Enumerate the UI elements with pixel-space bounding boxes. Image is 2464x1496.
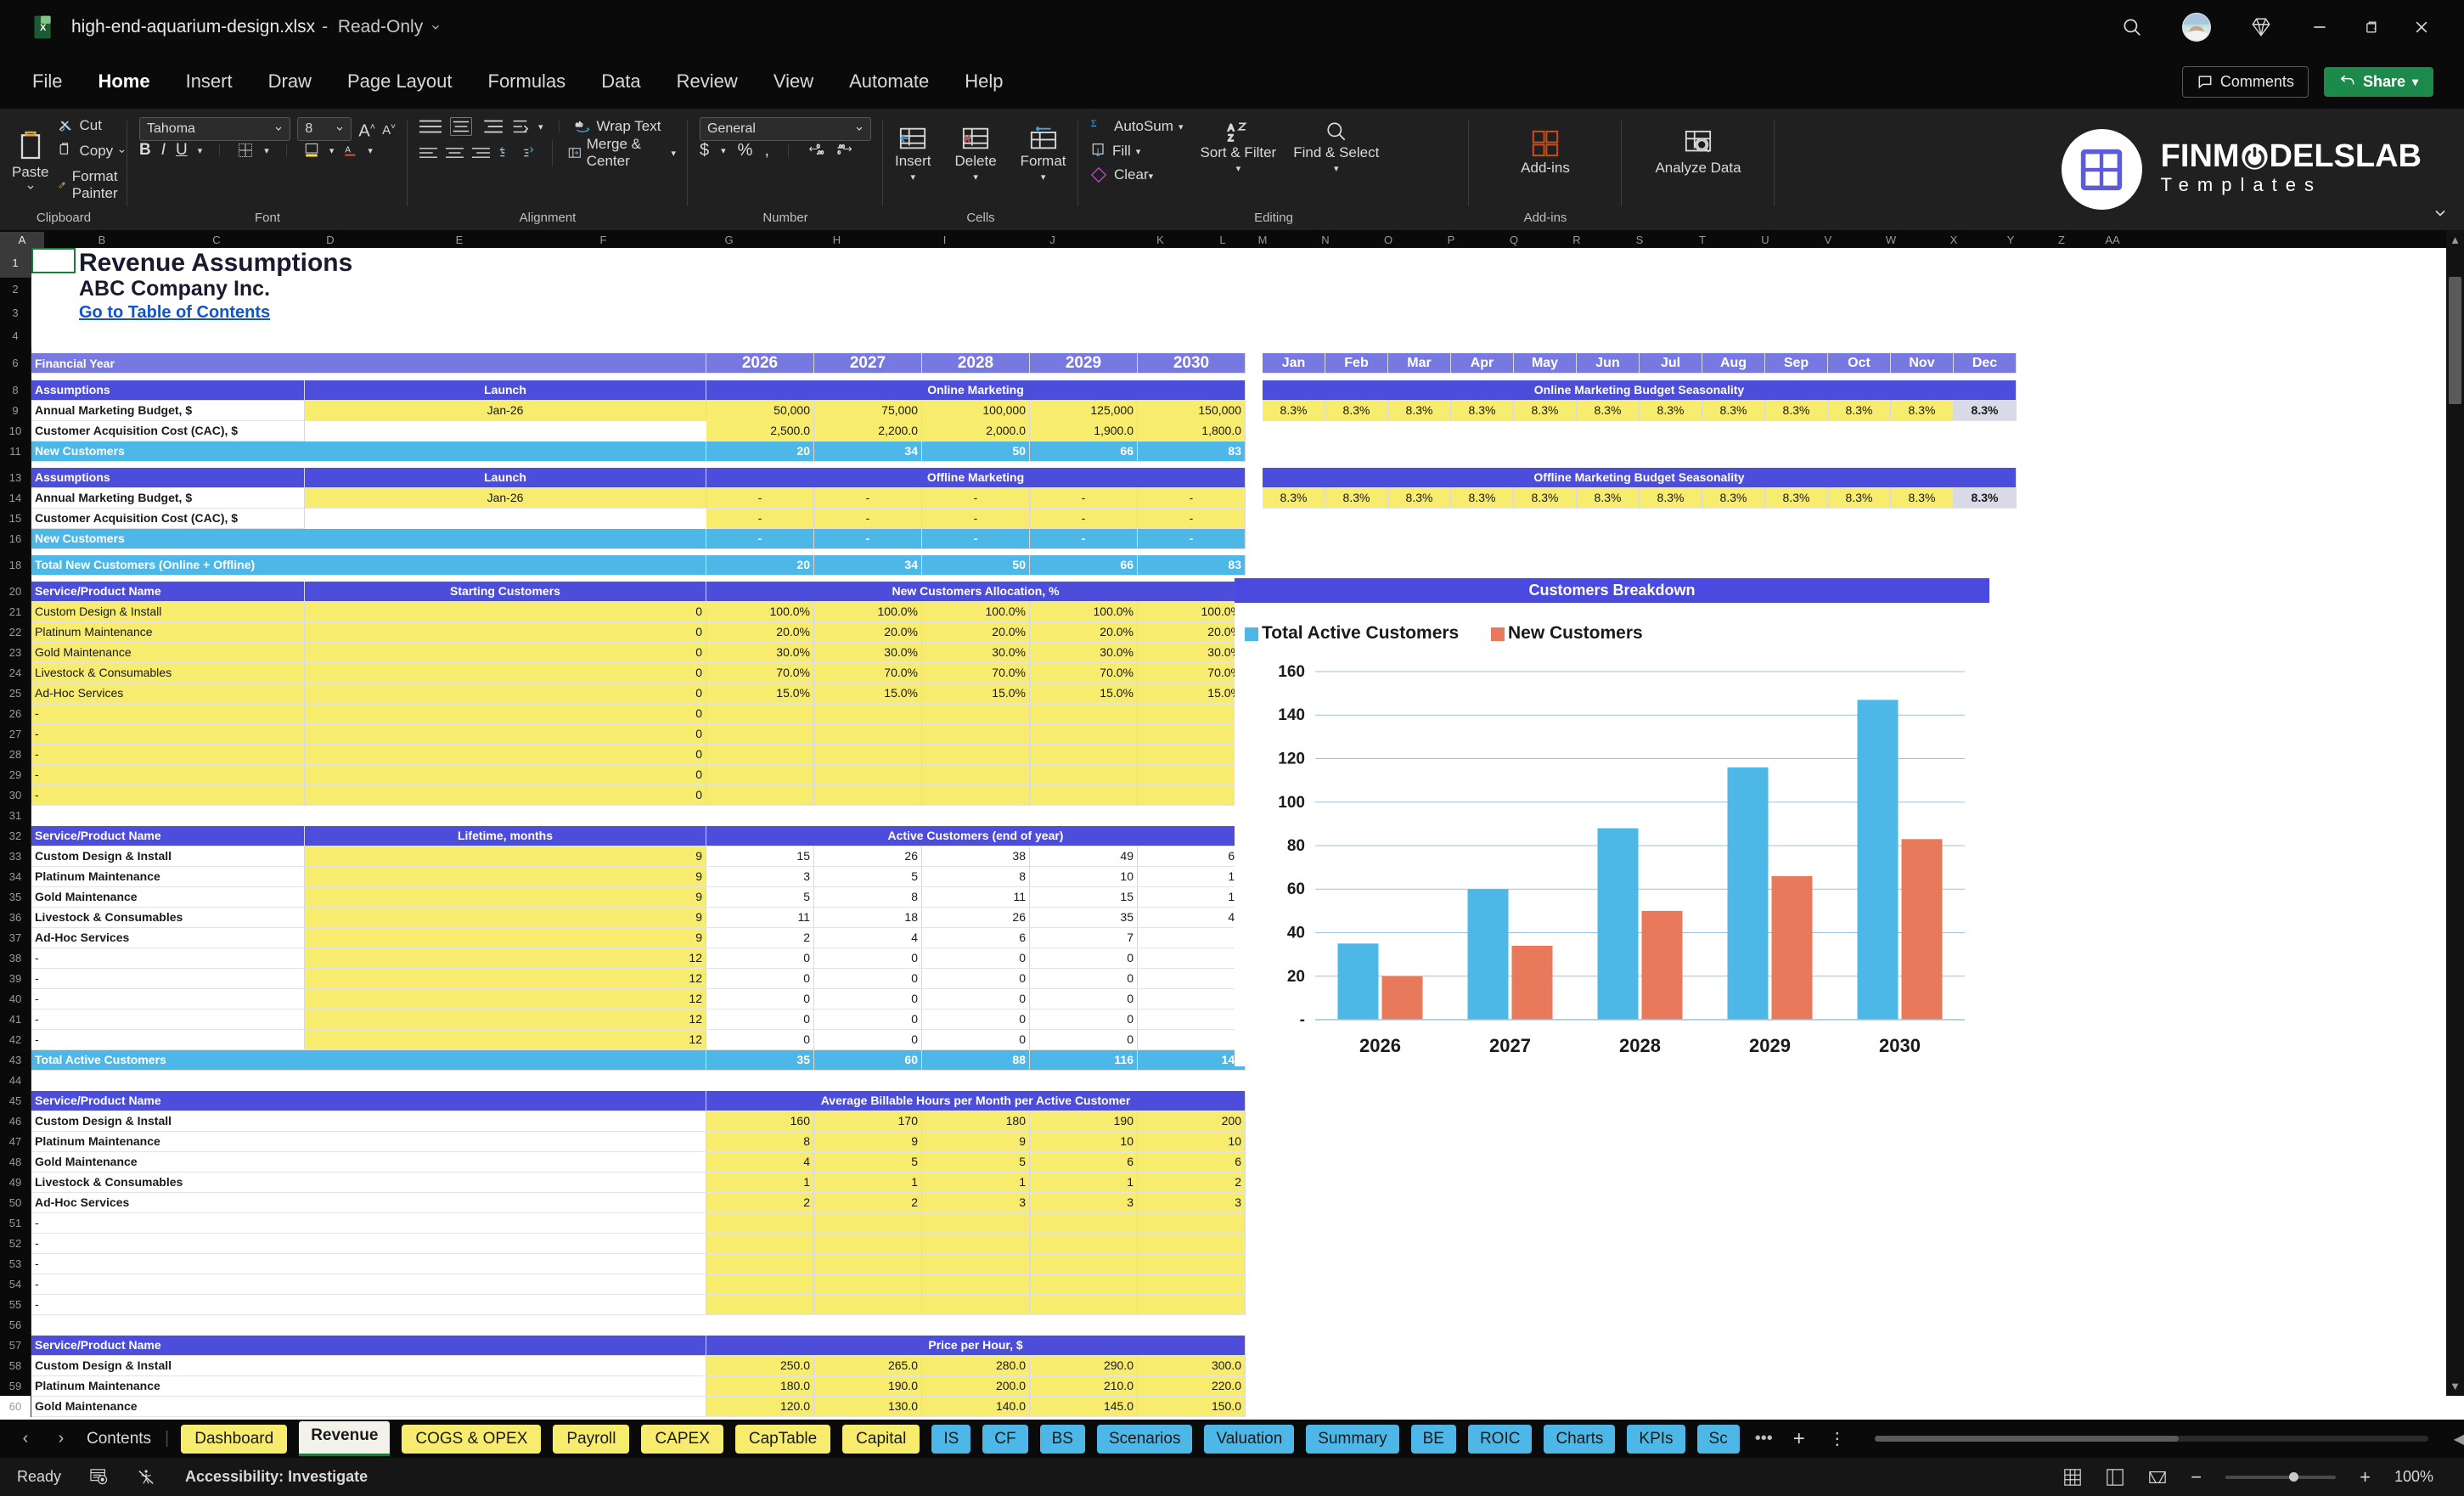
svg-text:.00: .00: [817, 150, 824, 155]
svg-text:60: 60: [1287, 880, 1305, 898]
svg-text:2028: 2028: [1619, 1035, 1661, 1056]
svg-text:ab: ab: [575, 121, 582, 128]
svg-text:X: X: [40, 23, 47, 33]
svg-text:100: 100: [1278, 794, 1305, 812]
svg-text:40: 40: [1287, 925, 1305, 942]
svg-text:Z: Z: [1228, 133, 1234, 143]
svg-text:-: -: [1300, 1011, 1305, 1029]
svg-text:0: 0: [838, 150, 841, 155]
svg-text:120: 120: [1278, 751, 1305, 768]
svg-text:160: 160: [1278, 663, 1305, 681]
svg-text:140: 140: [1278, 706, 1305, 724]
svg-text:20: 20: [1287, 968, 1305, 986]
svg-text:.00: .00: [838, 144, 846, 149]
svg-text:0: 0: [817, 143, 820, 149]
svg-text:80: 80: [1287, 837, 1305, 855]
svg-text:2030: 2030: [1879, 1035, 1921, 1056]
svg-text:2029: 2029: [1749, 1035, 1791, 1056]
svg-text:New Customers: New Customers: [1508, 623, 1643, 643]
svg-text:2026: 2026: [1359, 1035, 1401, 1056]
svg-text:Σ: Σ: [1091, 117, 1097, 129]
svg-text:Total Active Customers: Total Active Customers: [1262, 623, 1459, 643]
svg-text:A: A: [1228, 123, 1235, 133]
svg-text:A: A: [346, 146, 352, 155]
svg-text:2027: 2027: [1489, 1035, 1531, 1056]
